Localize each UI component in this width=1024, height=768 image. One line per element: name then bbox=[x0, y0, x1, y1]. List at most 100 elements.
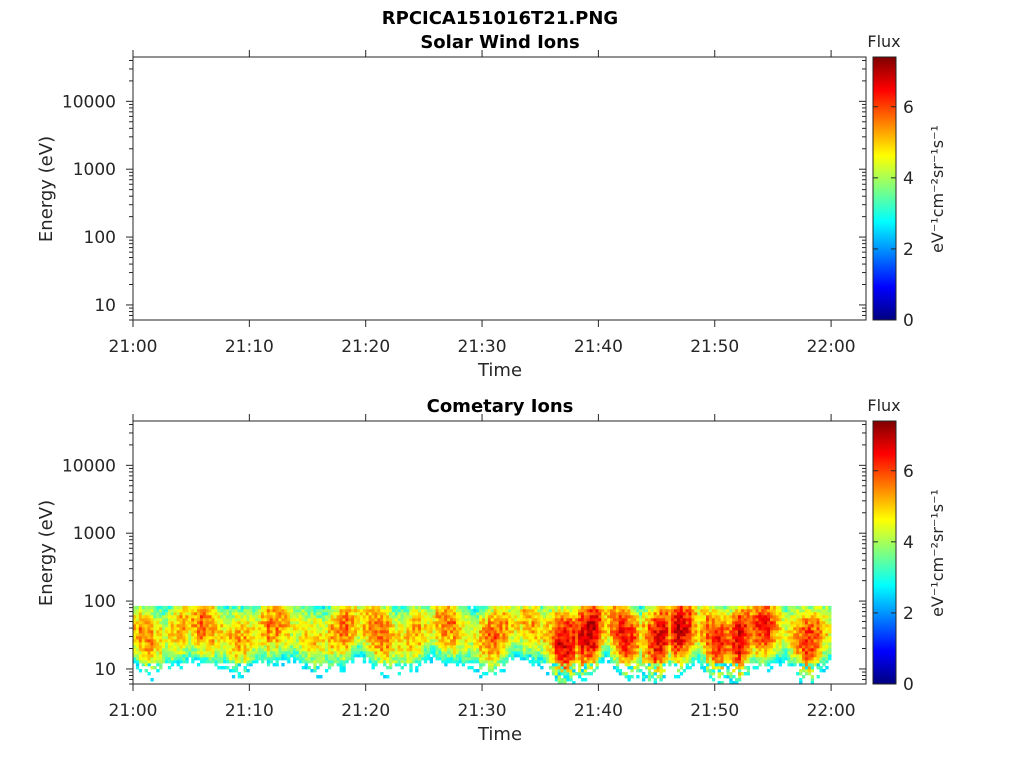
heatmap-cell bbox=[234, 617, 239, 622]
heatmap-cell bbox=[813, 611, 817, 616]
heatmap-cell bbox=[691, 647, 695, 652]
heatmap-cell bbox=[819, 629, 823, 634]
heatmap-cell bbox=[150, 626, 154, 631]
heatmap-cell bbox=[165, 620, 169, 625]
heatmap-cell bbox=[362, 620, 367, 625]
heatmap-cell bbox=[540, 653, 544, 658]
heatmap-cell bbox=[557, 644, 561, 649]
heatmap-cell bbox=[569, 641, 573, 646]
heatmap-cell bbox=[493, 647, 497, 652]
heatmap-cell bbox=[560, 653, 564, 658]
heatmap-cell bbox=[199, 611, 204, 616]
heatmap-cell bbox=[208, 623, 212, 628]
heatmap-cell bbox=[569, 677, 573, 682]
heatmap-cell bbox=[650, 623, 655, 628]
heatmap-cell bbox=[138, 656, 143, 661]
heatmap-cell bbox=[316, 629, 320, 634]
heatmap-cell bbox=[706, 632, 710, 637]
heatmap-cell bbox=[548, 665, 553, 670]
heatmap-cell bbox=[548, 638, 553, 643]
heatmap-cell bbox=[179, 641, 183, 646]
heatmap-cell bbox=[275, 647, 279, 652]
heatmap-cell bbox=[522, 617, 527, 622]
heatmap-cell bbox=[313, 653, 317, 658]
heatmap-cell bbox=[522, 638, 527, 643]
heatmap-cell bbox=[473, 608, 477, 613]
heatmap-cell bbox=[650, 662, 655, 667]
heatmap-cell bbox=[636, 617, 640, 622]
heatmap-cell bbox=[342, 644, 346, 649]
heatmap-cell bbox=[226, 656, 230, 661]
heatmap-cell bbox=[220, 644, 224, 649]
heatmap-cell bbox=[493, 638, 497, 643]
heatmap-cell bbox=[319, 656, 323, 661]
heatmap-cell bbox=[656, 623, 660, 628]
heatmap-cell bbox=[400, 665, 404, 670]
heatmap-cell bbox=[228, 611, 233, 616]
heatmap-cell bbox=[810, 656, 815, 661]
heatmap-cell bbox=[807, 611, 812, 616]
heatmap-cell bbox=[252, 644, 256, 649]
heatmap-cell bbox=[281, 632, 285, 637]
heatmap-cell bbox=[636, 620, 640, 625]
heatmap-cell bbox=[778, 635, 783, 640]
heatmap-cell bbox=[729, 653, 733, 658]
heatmap-cell bbox=[694, 605, 698, 610]
heatmap-cell bbox=[572, 617, 576, 622]
heatmap-cell bbox=[179, 644, 183, 649]
heatmap-cell bbox=[182, 629, 186, 634]
heatmap-cell bbox=[650, 617, 655, 622]
heatmap-cell bbox=[822, 656, 826, 661]
heatmap-cell bbox=[522, 623, 527, 628]
heatmap-cell bbox=[458, 617, 463, 622]
heatmap-cell bbox=[438, 626, 442, 631]
heatmap-cell bbox=[668, 626, 672, 631]
heatmap-cell bbox=[240, 638, 244, 643]
heatmap-cell bbox=[205, 620, 210, 625]
heatmap-cell bbox=[153, 665, 157, 670]
heatmap-cell bbox=[159, 617, 163, 622]
heatmap-cell bbox=[708, 674, 713, 679]
heatmap-cell bbox=[185, 632, 189, 637]
heatmap-cell bbox=[656, 647, 660, 652]
heatmap-cell bbox=[674, 644, 678, 649]
heatmap-cell bbox=[729, 629, 733, 634]
heatmap-cell bbox=[418, 638, 422, 643]
heatmap-cell bbox=[470, 665, 474, 670]
heatmap-cell bbox=[167, 617, 172, 622]
heatmap-cell bbox=[394, 617, 399, 622]
heatmap-cell bbox=[537, 605, 541, 610]
heatmap-cell bbox=[807, 635, 812, 640]
heatmap-cell bbox=[444, 653, 448, 658]
heatmap-cell bbox=[447, 620, 451, 625]
heatmap-cell bbox=[211, 635, 215, 640]
heatmap-cell bbox=[202, 620, 207, 625]
heatmap-cell bbox=[144, 662, 148, 667]
heatmap-cell bbox=[531, 632, 535, 637]
heatmap-cell bbox=[810, 650, 815, 655]
heatmap-cell bbox=[642, 674, 646, 679]
heatmap-cell bbox=[804, 659, 809, 664]
heatmap-cell bbox=[150, 638, 154, 643]
heatmap-cell bbox=[583, 617, 588, 622]
heatmap-cell bbox=[461, 644, 465, 649]
heatmap-cell bbox=[278, 653, 282, 658]
heatmap-cell bbox=[563, 626, 567, 631]
heatmap-cell bbox=[775, 644, 780, 649]
heatmap-cell bbox=[165, 608, 169, 613]
heatmap-cell bbox=[612, 644, 617, 649]
heatmap-cell bbox=[778, 629, 783, 634]
heatmap-cell bbox=[458, 641, 463, 646]
heatmap-cell bbox=[374, 638, 378, 643]
heatmap-cell bbox=[764, 644, 768, 649]
heatmap-cell bbox=[292, 638, 297, 643]
heatmap-cell bbox=[141, 611, 146, 616]
heatmap-cell bbox=[246, 641, 250, 646]
heatmap-cell bbox=[583, 641, 588, 646]
heatmap-cell bbox=[290, 626, 294, 631]
heatmap-cell bbox=[790, 659, 794, 664]
heatmap-cell bbox=[249, 641, 253, 646]
heatmap-cell bbox=[816, 653, 820, 658]
heatmap-cell bbox=[156, 632, 160, 637]
heatmap-cell bbox=[194, 653, 198, 658]
